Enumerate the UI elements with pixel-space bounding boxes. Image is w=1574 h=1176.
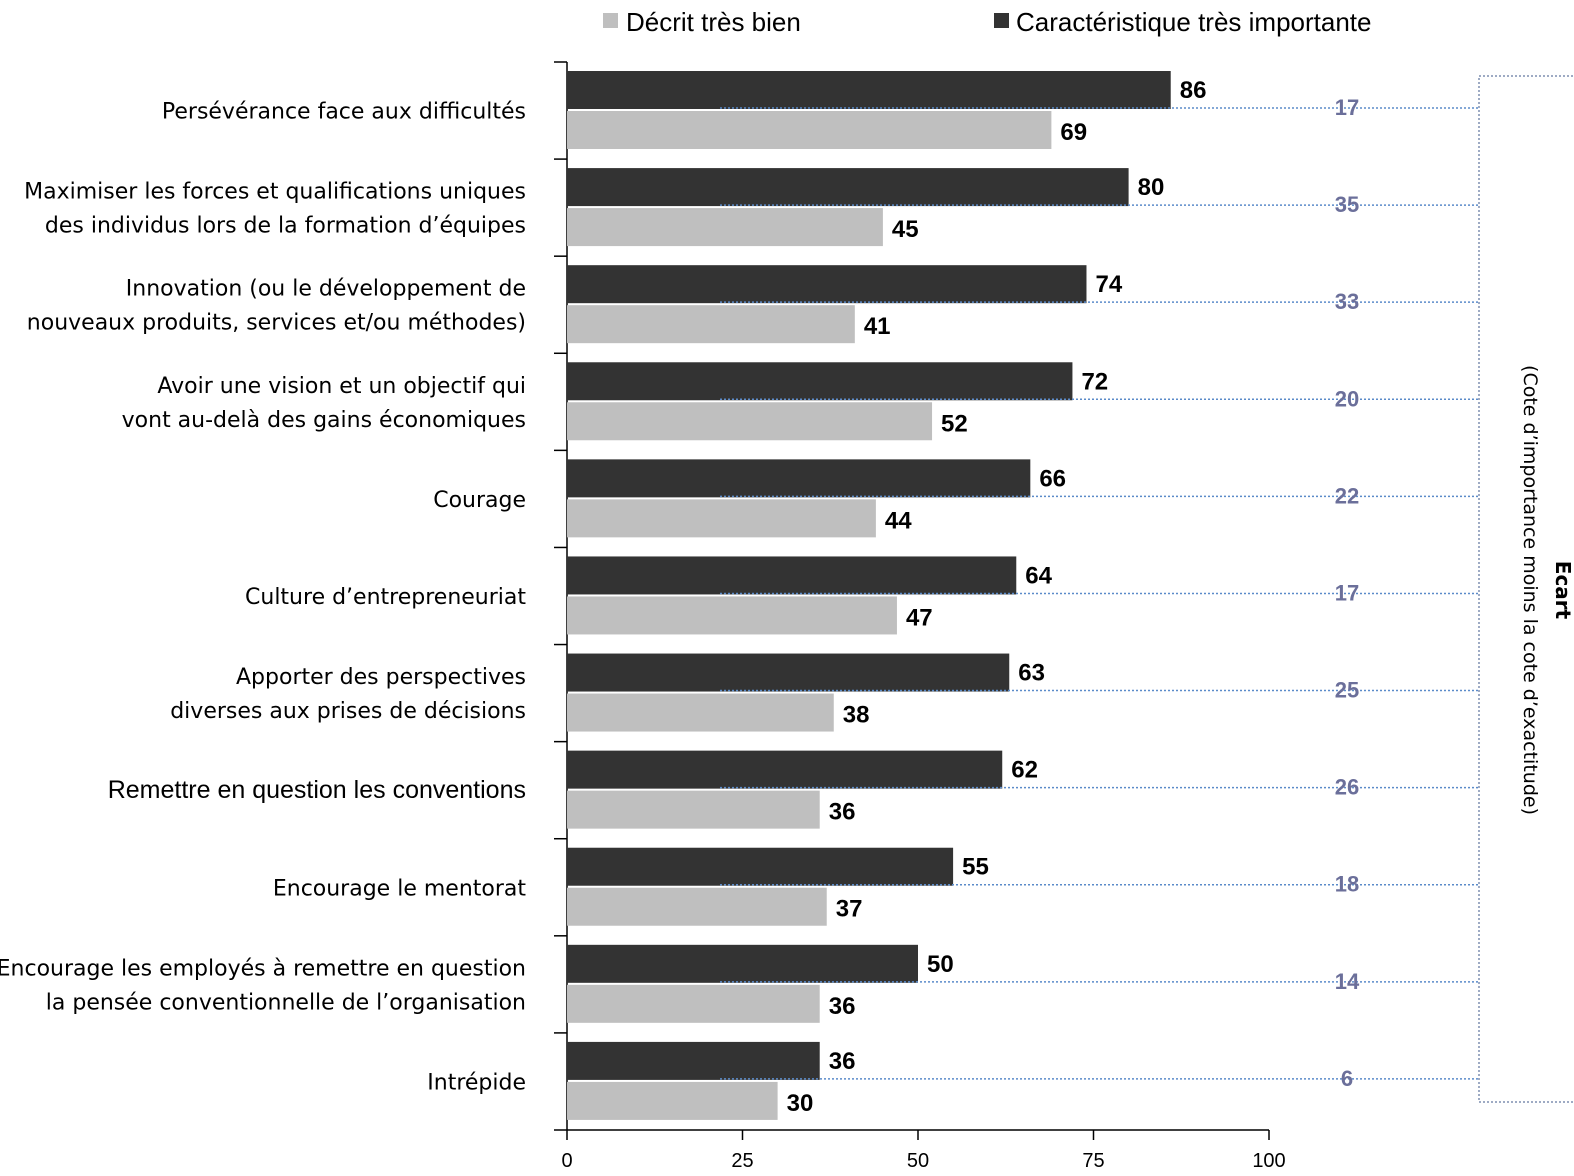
category-label: Persévérance face aux difficultés (162, 100, 526, 125)
gap-value: 18 (1335, 872, 1359, 897)
value-label-decrit: 41 (864, 313, 891, 340)
value-label-importante: 72 (1081, 368, 1108, 395)
category-label: diverses aux prises de décisions (170, 699, 526, 724)
x-tick-label: 100 (1252, 1150, 1285, 1172)
gap-panel: Ecart (Cote d’importance moins la cote d… (1478, 75, 1574, 1103)
bar-importante (567, 459, 1031, 498)
value-label-decrit: 38 (843, 702, 870, 729)
legend-label-importante: Caractéristique très importante (1016, 7, 1371, 37)
gap-value: 26 (1335, 775, 1359, 800)
category-label: Courage (433, 488, 526, 513)
value-label-importante: 64 (1025, 562, 1052, 589)
bar-decrit (567, 596, 897, 635)
bar-decrit (567, 790, 820, 829)
category-label: Intrépide (427, 1070, 526, 1095)
gap-value: 6 (1341, 1066, 1353, 1091)
category-label: nouveaux produits, services et/ou méthod… (27, 311, 526, 336)
category-label: Innovation (ou le développement de (126, 277, 526, 302)
bar-decrit (567, 499, 876, 538)
bar-importante (567, 265, 1087, 304)
gap-value: 33 (1335, 289, 1359, 314)
value-label-decrit: 52 (941, 410, 968, 437)
value-label-decrit: 69 (1060, 119, 1087, 146)
category-label: Avoir une vision et un objectif qui (157, 374, 526, 399)
gap-value: 20 (1335, 386, 1359, 411)
value-label-decrit: 45 (892, 216, 919, 243)
bar-importante (567, 168, 1129, 207)
bar-importante (567, 71, 1171, 109)
value-label-decrit: 36 (829, 799, 856, 826)
bar-importante (567, 944, 918, 983)
value-label-importante: 74 (1095, 271, 1122, 298)
value-label-importante: 62 (1011, 757, 1038, 784)
bar-decrit (567, 208, 883, 247)
bar-decrit (567, 887, 827, 926)
gap-subtitle: (Cote d’importance moins la cote d’exact… (1519, 365, 1541, 815)
value-label-importante: 36 (829, 1048, 856, 1075)
bar-importante (567, 750, 1003, 789)
x-tick-label: 25 (731, 1150, 753, 1172)
bar-importante (567, 362, 1073, 401)
bar-decrit (567, 402, 933, 441)
bar-decrit (567, 1081, 778, 1120)
x-tick-label: 75 (1082, 1150, 1104, 1172)
value-label-decrit: 37 (836, 896, 863, 923)
value-label-importante: 63 (1018, 660, 1045, 687)
x-tick-label: 50 (907, 1150, 929, 1172)
value-label-importante: 55 (962, 854, 989, 881)
legend: Décrit très bien Caractéristique très im… (603, 7, 1371, 37)
category-label: Remettre en question les conventions (108, 776, 526, 804)
value-label-importante: 50 (927, 951, 954, 978)
value-label-decrit: 30 (787, 1090, 814, 1117)
bar-importante (567, 556, 1017, 595)
x-tick-label: 0 (561, 1150, 572, 1172)
gap-value: 17 (1335, 95, 1359, 120)
category-label: Encourage le mentorat (273, 876, 527, 901)
gap-value: 22 (1335, 483, 1359, 508)
legend-label-decrit: Décrit très bien (626, 7, 801, 37)
bar-decrit (567, 305, 855, 344)
category-label: Apporter des perspectives (236, 665, 526, 690)
bar-importante (567, 653, 1010, 692)
category-label: vont au-delà des gains économiques (122, 408, 526, 433)
category-label: des individus lors de la formation d’équ… (45, 214, 526, 239)
value-label-importante: 66 (1039, 465, 1066, 492)
gap-panel-border (1478, 75, 1574, 1103)
value-label-importante: 86 (1180, 77, 1207, 104)
bar-decrit (567, 693, 834, 732)
category-label: Maximiser les forces et qualifications u… (24, 180, 526, 205)
legend-swatch-importante (994, 13, 1009, 28)
value-label-decrit: 44 (885, 507, 912, 534)
bar-importante (567, 1041, 820, 1080)
gap-value: 25 (1335, 678, 1359, 703)
category-label: Culture d’entrepreneuriat (245, 585, 526, 610)
gap-value: 35 (1335, 192, 1359, 217)
gap-value: 17 (1335, 580, 1359, 605)
value-label-importante: 80 (1138, 174, 1165, 201)
bar-decrit (567, 984, 820, 1023)
legend-swatch-decrit (603, 13, 618, 28)
gap-value: 14 (1335, 969, 1360, 994)
bar-decrit (567, 111, 1052, 149)
category-label: Encourage les employés à remettre en que… (0, 956, 526, 981)
value-label-decrit: 36 (829, 993, 856, 1020)
bar-importante (567, 847, 954, 886)
category-label: la pensée conventionnelle de l’organisat… (46, 990, 526, 1015)
gap-title: Ecart (1551, 561, 1574, 620)
value-label-decrit: 47 (906, 604, 933, 631)
